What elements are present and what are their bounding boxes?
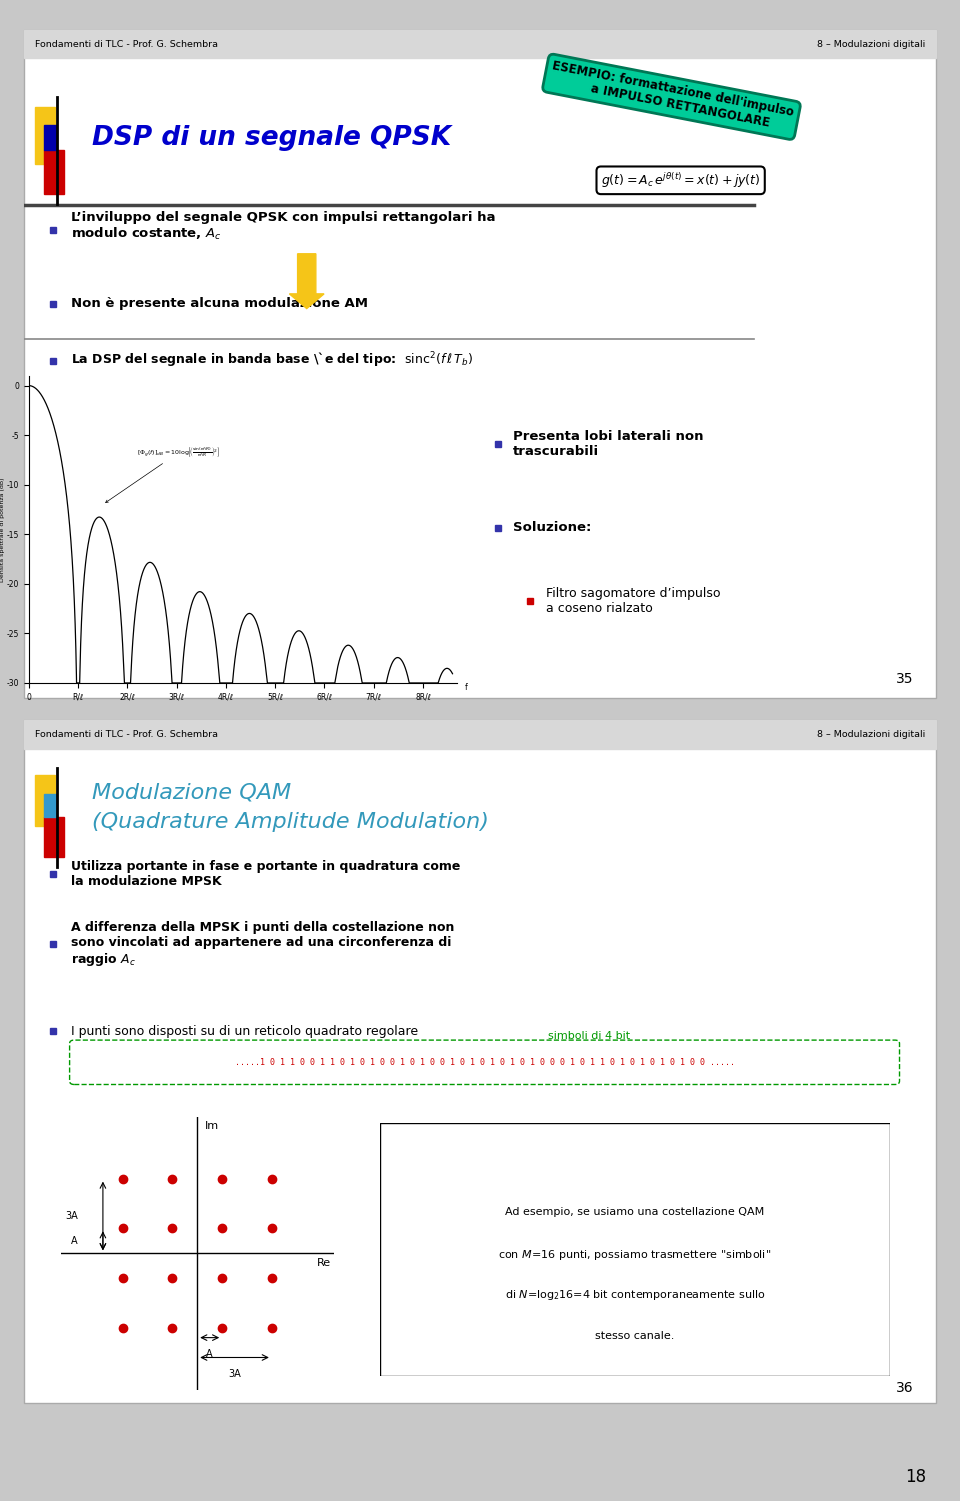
Text: .....1 0 1 1 0 0 1 1 0 1 0 1 0 0 1 0 1 0 0 1 0 1 0 1 0 1 0 1 0 0 0 1 0 1 1 0 1 0: .....1 0 1 1 0 0 1 1 0 1 0 1 0 0 1 0 1 0…	[234, 1058, 734, 1067]
Text: 3A: 3A	[228, 1369, 241, 1379]
Y-axis label: Densità spettrale di potenza (dB): Densità spettrale di potenza (dB)	[0, 477, 5, 581]
Text: Im: Im	[204, 1121, 219, 1132]
Text: 35: 35	[896, 672, 913, 686]
Text: DSP di un segnale QPSK: DSP di un segnale QPSK	[92, 125, 451, 152]
FancyBboxPatch shape	[69, 1040, 900, 1085]
Text: La DSP del segnale in banda base \`e del tipo:  $\mathrm{sinc}^2(f\,\ell\,T_b)$: La DSP del segnale in banda base \`e del…	[71, 351, 473, 371]
Text: Soluzione:: Soluzione:	[513, 521, 591, 534]
Text: Modulazione QAM: Modulazione QAM	[92, 782, 292, 802]
Text: 36: 36	[896, 1381, 913, 1396]
Text: Utilizza portante in fase e portante in quadratura come
la modulazione MPSK: Utilizza portante in fase e portante in …	[71, 860, 461, 889]
Text: I punti sono disposti su di un reticolo quadrato regolare: I punti sono disposti su di un reticolo …	[71, 1025, 419, 1037]
Text: stesso canale.: stesso canale.	[595, 1331, 675, 1340]
Text: Fondamenti di TLC - Prof. G. Schembra: Fondamenti di TLC - Prof. G. Schembra	[35, 39, 218, 48]
Text: Presenta lobi laterali non
trascurabili: Presenta lobi laterali non trascurabili	[513, 431, 704, 458]
Text: A differenza della MPSK i punti della costellazione non
sono vincolati ad appart: A differenza della MPSK i punti della co…	[71, 920, 455, 968]
Text: Filtro sagomatore d’impulso
a coseno rialzato: Filtro sagomatore d’impulso a coseno ria…	[545, 587, 720, 615]
Text: Re: Re	[317, 1258, 330, 1268]
Bar	[24, 720, 936, 749]
Bar	[35, 107, 55, 164]
Text: Fondamenti di TLC - Prof. G. Schembra: Fondamenti di TLC - Prof. G. Schembra	[35, 731, 218, 740]
Text: 8 – Modulazioni digitali: 8 – Modulazioni digitali	[817, 731, 925, 740]
Text: A: A	[206, 1349, 213, 1360]
Text: Ad esempio, se usiamo una costellazione QAM: Ad esempio, se usiamo una costellazione …	[505, 1207, 765, 1217]
Text: L’inviluppo del segnale QPSK con impulsi rettangolari ha
modulo costante, $A_c$: L’inviluppo del segnale QPSK con impulsi…	[71, 210, 496, 242]
Bar	[44, 794, 56, 818]
Text: 18: 18	[905, 1468, 926, 1486]
Text: 3A: 3A	[65, 1211, 79, 1220]
Text: simboli di 4 bit: simboli di 4 bit	[548, 1031, 631, 1042]
Bar	[44, 125, 56, 150]
Text: ESEMPIO: formattazione dell'impulso
     a IMPULSO RETTANGOLARE: ESEMPIO: formattazione dell'impulso a IM…	[548, 60, 795, 134]
Text: A: A	[71, 1235, 77, 1246]
FancyArrow shape	[289, 254, 324, 309]
Text: Non è presente alcuna modulazione AM: Non è presente alcuna modulazione AM	[71, 297, 369, 311]
Text: con $M$=16 punti, possiamo trasmettere "simboli": con $M$=16 punti, possiamo trasmettere "…	[498, 1247, 772, 1262]
Text: f: f	[465, 683, 468, 692]
Text: (Quadrature Amplitude Modulation): (Quadrature Amplitude Modulation)	[92, 812, 490, 832]
Bar	[24, 30, 936, 59]
Bar	[44, 150, 64, 194]
Text: $g(t) = A_c\,e^{j\theta(t)} = x(t) + jy(t)$: $g(t) = A_c\,e^{j\theta(t)} = x(t) + jy(…	[601, 171, 760, 189]
Text: di $N$=log$_2$16=4 bit contemporaneamente sullo: di $N$=log$_2$16=4 bit contemporaneament…	[505, 1288, 765, 1303]
Text: $[\Phi_g(f)]_{dB}=10\log\!\left[\!\left(\frac{\sin(\pi f/R)}{\pi f/R}\right)^{\!: $[\Phi_g(f)]_{dB}=10\log\!\left[\!\left(…	[106, 446, 220, 503]
Bar	[35, 775, 55, 827]
Bar	[44, 818, 64, 857]
Text: 8 – Modulazioni digitali: 8 – Modulazioni digitali	[817, 39, 925, 48]
